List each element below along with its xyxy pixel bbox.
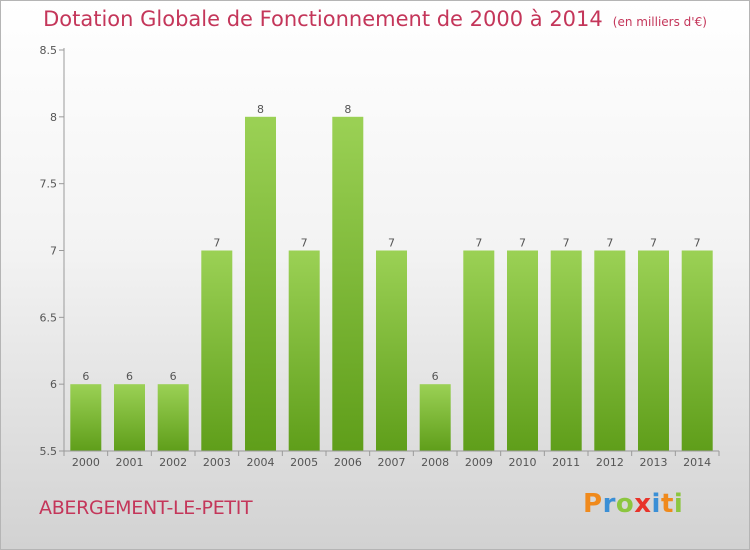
bars-group: 6 6 6 7 8 7 8 7 6 7 7 7 7 7 7 — [70, 103, 713, 452]
bar-2014 — [681, 250, 713, 451]
bar-2008 — [419, 384, 451, 451]
data-label-2013: 7 — [650, 237, 657, 250]
axes-group: 5.5 6 6.5 7 7.5 8 8.5 2000 2001 2002 2003 2004 2005 2… — [40, 44, 720, 469]
logo-letter: P — [583, 489, 603, 519]
x-tick-label-2006: 2006 — [334, 456, 362, 469]
x-tick-label-2014: 2014 — [683, 456, 711, 469]
commune-name: ABERGEMENT-LE-PETIT — [39, 497, 253, 519]
bar-2011 — [550, 250, 582, 451]
y-tick-label: 7.5 — [40, 178, 58, 191]
bar-2006 — [332, 116, 364, 452]
data-label-2012: 7 — [606, 237, 613, 250]
data-label-2014: 7 — [694, 237, 701, 250]
bar-2004 — [245, 116, 276, 452]
data-label-2003: 7 — [213, 237, 220, 250]
x-tick-label-2002: 2002 — [159, 456, 187, 469]
y-tick-label: 6.5 — [40, 311, 58, 324]
bar-2013 — [638, 250, 669, 451]
x-tick-label-2012: 2012 — [596, 456, 624, 469]
x-tick-label-2011: 2011 — [552, 456, 580, 469]
data-label-2005: 7 — [301, 237, 308, 250]
x-tick-label-2009: 2009 — [465, 456, 493, 469]
logo-letter: i — [651, 489, 661, 519]
logo-letter: x — [634, 489, 652, 519]
data-label-2007: 7 — [388, 237, 395, 250]
x-tick-label-2000: 2000 — [72, 456, 100, 469]
bar-2010 — [507, 250, 538, 451]
bar-2001 — [114, 384, 145, 451]
chart-title: Dotation Globale de Fonctionnement de 20… — [43, 7, 603, 31]
data-label-2000: 6 — [82, 370, 89, 383]
y-tick-label: 6 — [50, 378, 57, 391]
data-label-2002: 6 — [170, 370, 177, 383]
bar-2012 — [594, 250, 626, 451]
data-label-2011: 7 — [563, 237, 570, 250]
x-tick-label-2008: 2008 — [421, 456, 449, 469]
y-tick-label: 8 — [50, 111, 57, 124]
bar-2000 — [70, 384, 102, 451]
x-tick-label-2010: 2010 — [509, 456, 537, 469]
logo-letter: r — [602, 489, 616, 519]
bar-2002 — [157, 384, 189, 451]
chart-subtitle: (en milliers d'€) — [612, 15, 707, 29]
y-tick-label: 8.5 — [40, 44, 58, 57]
data-label-2004: 8 — [257, 103, 264, 116]
logo-letter: t — [660, 489, 674, 519]
data-label-2009: 7 — [475, 237, 482, 250]
x-tick-label-2003: 2003 — [203, 456, 231, 469]
x-tick-label-2001: 2001 — [116, 456, 144, 469]
y-tick-label: 7 — [50, 245, 57, 258]
x-tick-label-2007: 2007 — [378, 456, 406, 469]
x-tick-label-2005: 2005 — [290, 456, 318, 469]
x-tick-label-2013: 2013 — [640, 456, 668, 469]
y-tick-label: 5.5 — [40, 445, 58, 458]
logo-letter: i — [673, 489, 684, 519]
bar-2009 — [463, 250, 495, 451]
logo-letter: o — [615, 489, 635, 519]
proxiti-logo: Proxiti — [583, 489, 683, 519]
bar-2005 — [288, 250, 320, 451]
title-row: Dotation Globale de Fonctionnement de 20… — [1, 7, 749, 31]
bar-2003 — [201, 250, 233, 451]
bar-2007 — [376, 250, 407, 451]
x-tick-label-2004: 2004 — [247, 456, 275, 469]
data-label-2006: 8 — [344, 103, 351, 116]
data-label-2001: 6 — [126, 370, 133, 383]
data-label-2008: 6 — [432, 370, 439, 383]
data-label-2010: 7 — [519, 237, 526, 250]
